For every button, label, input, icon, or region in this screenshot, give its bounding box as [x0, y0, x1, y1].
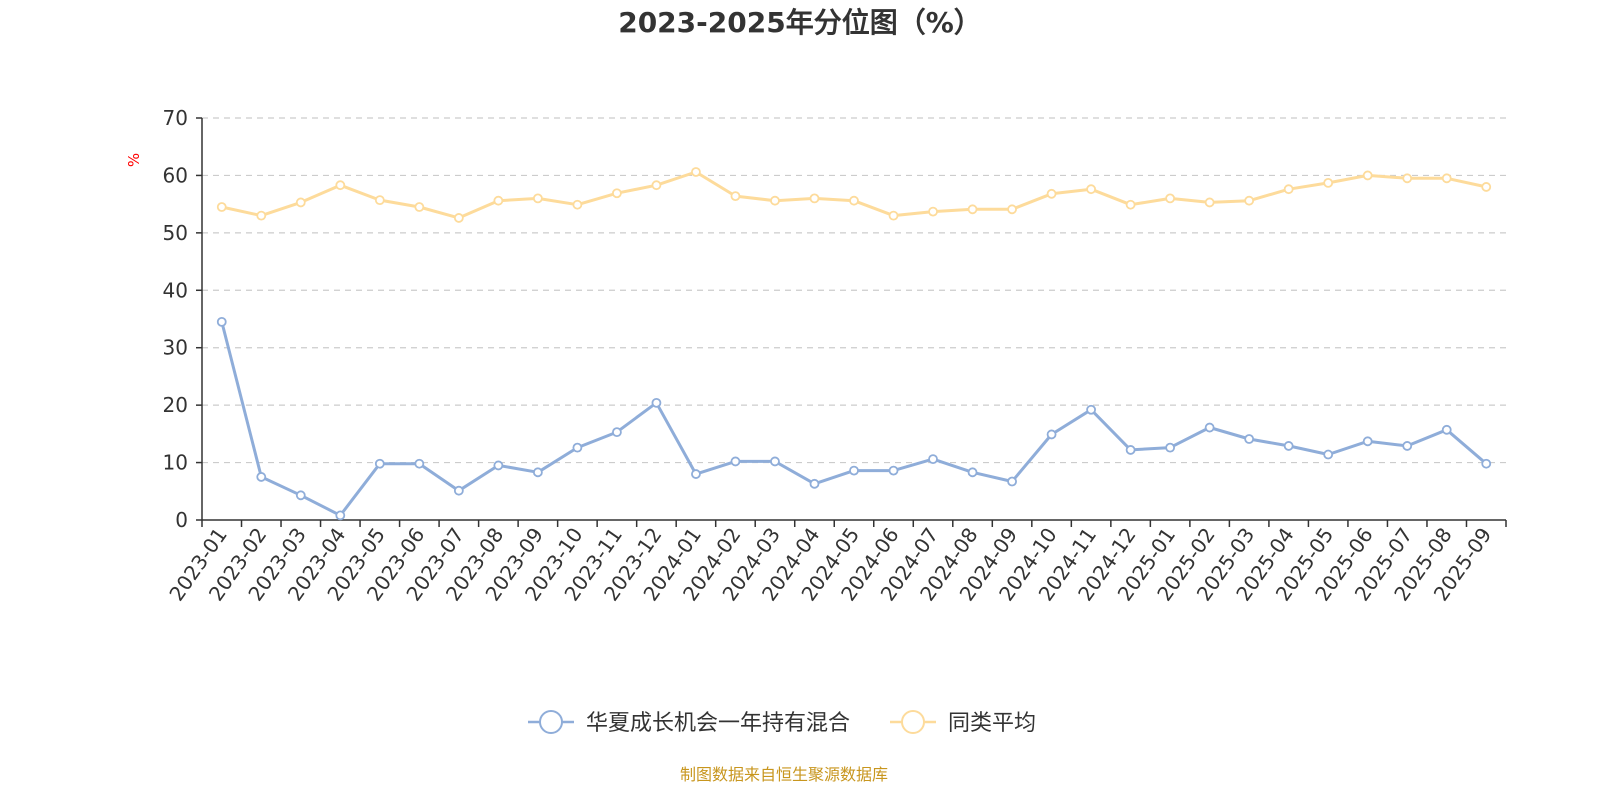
- legend-label-2: 同类平均: [948, 711, 1036, 736]
- data-point[interactable]: [532, 193, 543, 204]
- data-point[interactable]: [295, 490, 306, 501]
- legend-item-series-2[interactable]: 同类平均: [890, 710, 1036, 736]
- data-point[interactable]: [374, 195, 385, 206]
- data-point[interactable]: [1165, 193, 1176, 204]
- data-point[interactable]: [1323, 177, 1334, 188]
- data-point[interactable]: [1323, 449, 1334, 460]
- data-point[interactable]: [612, 188, 622, 199]
- data-point[interactable]: [967, 204, 978, 215]
- y-tick-label: 30: [163, 336, 188, 360]
- data-point[interactable]: [453, 213, 464, 223]
- data-point[interactable]: [216, 202, 227, 212]
- data-point[interactable]: [691, 167, 701, 177]
- data-point[interactable]: [888, 210, 899, 221]
- data-point[interactable]: [1165, 442, 1176, 453]
- legend: 华夏成长机会一年持有混合 同类平均: [528, 710, 1036, 736]
- y-tick-label: 40: [163, 278, 188, 302]
- data-point[interactable]: [770, 195, 780, 206]
- data-point[interactable]: [532, 467, 543, 478]
- y-axis-unit: %: [125, 153, 143, 167]
- series-line: [220, 321, 1488, 517]
- legend-item-series-1[interactable]: 华夏成长机会一年持有混合: [528, 710, 850, 736]
- y-tick-label: 10: [163, 451, 188, 475]
- y-tick-label: 50: [163, 221, 188, 245]
- data-point[interactable]: [770, 456, 780, 467]
- y-tick-label: 20: [163, 393, 188, 417]
- axes: 0102030405060702023-012023-022023-032023…: [163, 106, 1507, 605]
- legend-swatch-dot-2: [901, 710, 925, 734]
- data-point[interactable]: [1046, 188, 1057, 199]
- data-point[interactable]: [1007, 476, 1017, 487]
- data-point[interactable]: [1441, 173, 1452, 184]
- data-point[interactable]: [612, 427, 622, 438]
- data-point[interactable]: [1441, 424, 1452, 435]
- data-point[interactable]: [1362, 436, 1373, 447]
- data-point[interactable]: [849, 465, 859, 476]
- data-point[interactable]: [651, 180, 662, 191]
- grid: [202, 117, 1506, 464]
- data-point[interactable]: [1204, 422, 1215, 433]
- data-point[interactable]: [453, 485, 464, 496]
- data-point[interactable]: [1402, 173, 1413, 184]
- y-tick-label: 70: [163, 106, 188, 130]
- series-line: [221, 170, 1487, 220]
- data-point[interactable]: [1283, 184, 1294, 195]
- data-point[interactable]: [1244, 195, 1255, 206]
- data-point[interactable]: [1125, 199, 1136, 210]
- data-point[interactable]: [928, 206, 938, 217]
- data-point[interactable]: [1086, 184, 1096, 195]
- data-point[interactable]: [1481, 458, 1492, 469]
- data-point[interactable]: [1086, 404, 1096, 415]
- data-point[interactable]: [888, 465, 899, 476]
- data-point[interactable]: [1481, 182, 1492, 192]
- data-point[interactable]: [414, 202, 425, 212]
- data-point[interactable]: [1204, 197, 1215, 208]
- data-point[interactable]: [493, 195, 504, 206]
- data-point[interactable]: [335, 180, 346, 191]
- data-point[interactable]: [572, 199, 583, 210]
- data-point[interactable]: [809, 478, 820, 489]
- data-point[interactable]: [572, 442, 583, 453]
- data-point[interactable]: [1362, 170, 1373, 181]
- data-point[interactable]: [809, 193, 820, 204]
- series: [216, 167, 1492, 521]
- data-point[interactable]: [493, 460, 504, 471]
- data-point[interactable]: [928, 454, 938, 465]
- data-point[interactable]: [1007, 204, 1017, 215]
- source-note: 制图数据来自恒生聚源数据库: [680, 765, 888, 784]
- data-point[interactable]: [1402, 441, 1413, 451]
- data-point[interactable]: [256, 472, 267, 482]
- data-point[interactable]: [1125, 445, 1136, 455]
- data-point[interactable]: [256, 210, 267, 221]
- y-tick-label: 0: [175, 508, 188, 532]
- data-point[interactable]: [414, 458, 425, 469]
- legend-label-1: 华夏成长机会一年持有混合: [586, 711, 850, 736]
- data-point[interactable]: [295, 197, 306, 208]
- data-point[interactable]: [1046, 429, 1057, 440]
- data-point[interactable]: [216, 316, 227, 327]
- data-point[interactable]: [1244, 434, 1255, 444]
- data-point[interactable]: [335, 510, 346, 521]
- data-point[interactable]: [1283, 441, 1294, 451]
- data-point[interactable]: [730, 191, 741, 202]
- y-tick-label: 60: [163, 163, 188, 187]
- data-point[interactable]: [691, 469, 701, 479]
- chart-title: 2023-2025年分位图（%）: [618, 6, 982, 39]
- legend-swatch-dot-1: [539, 710, 563, 734]
- data-point[interactable]: [849, 195, 859, 206]
- data-point[interactable]: [651, 397, 662, 408]
- series-2: [216, 167, 1492, 223]
- data-point[interactable]: [967, 467, 978, 478]
- data-point[interactable]: [730, 456, 741, 467]
- series-1: [216, 316, 1492, 521]
- data-point[interactable]: [374, 458, 385, 469]
